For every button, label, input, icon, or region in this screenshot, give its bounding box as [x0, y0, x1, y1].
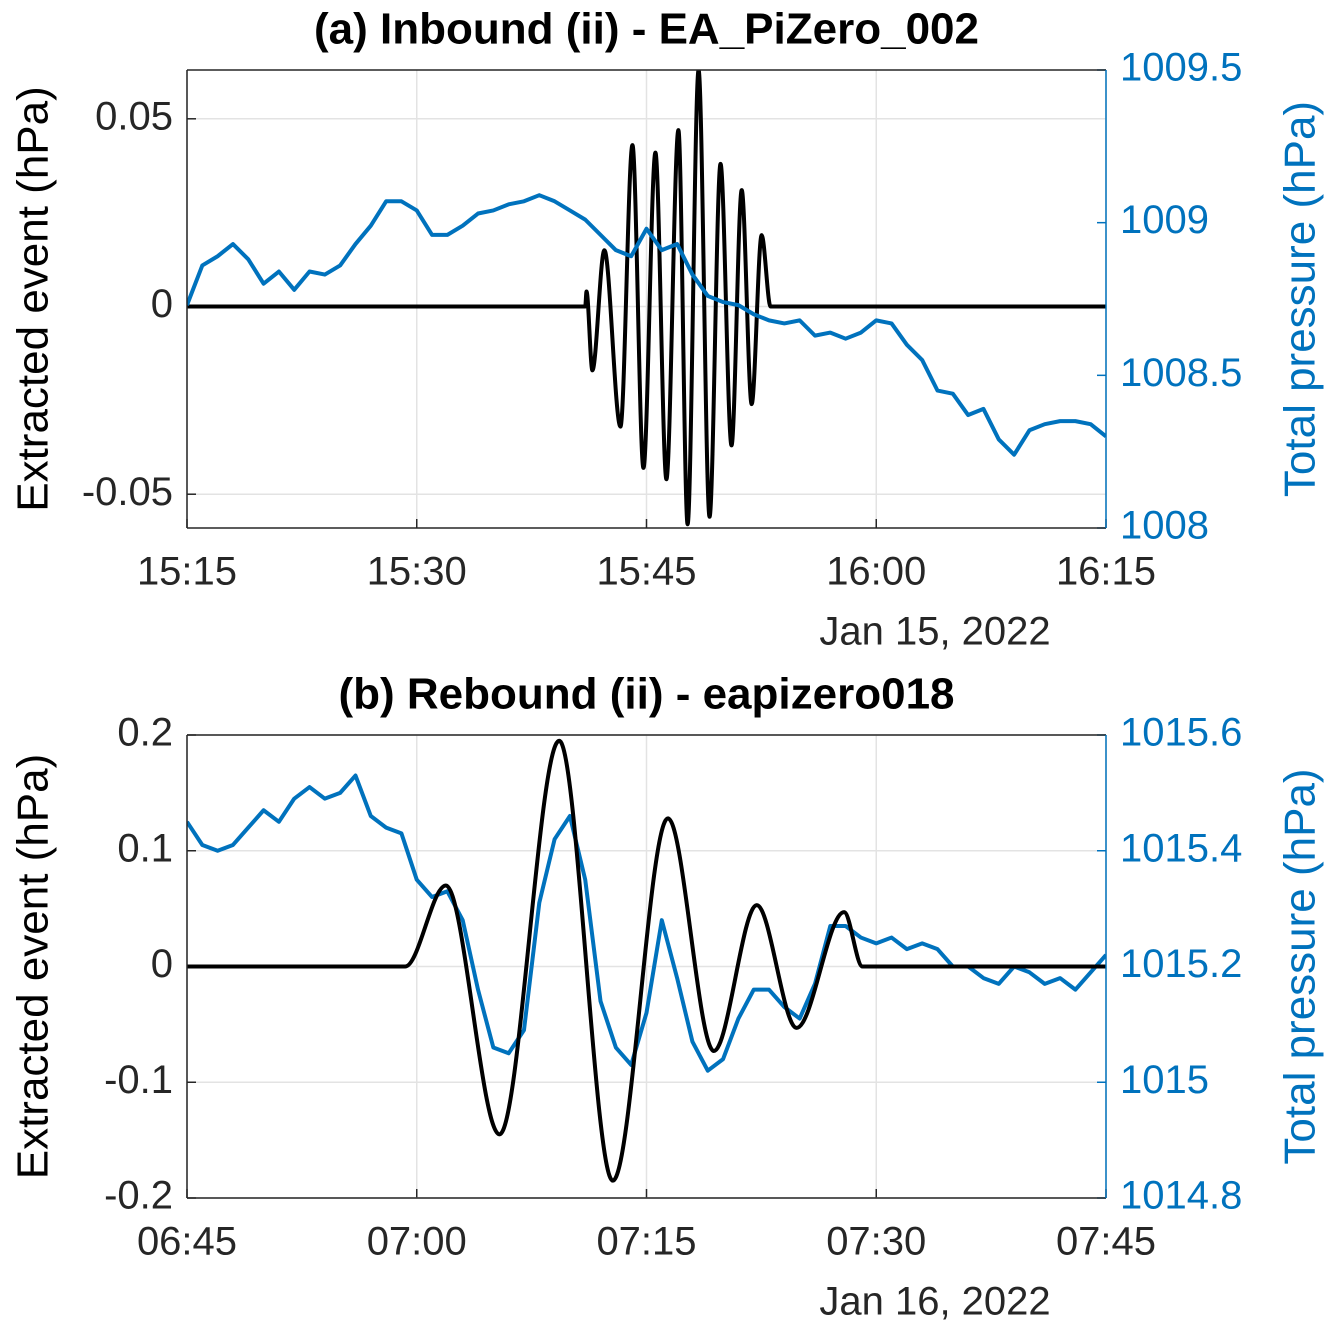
- y2-tick-label: 1015.6: [1120, 711, 1242, 755]
- y-tick-label: -0.05: [82, 470, 173, 514]
- x-date-label: Jan 15, 2022: [819, 610, 1050, 654]
- x-tick-label: 15:30: [367, 550, 467, 594]
- chart-title: (a) Inbound (ii) - EA_PiZero_002: [314, 5, 979, 54]
- y-axis-label: Extracted event (hPa): [9, 86, 58, 512]
- x-tick-label: 07:30: [826, 1220, 926, 1264]
- event-line: [187, 70, 1106, 527]
- y-tick-label: -0.1: [104, 1058, 173, 1102]
- y-tick-label: 0: [151, 282, 173, 326]
- subplot: 15:15 15:30 15:45 16:00 16:15 -0.05 0 0.05 1008 1…: [9, 5, 1325, 654]
- y-tick-label: 0.1: [117, 826, 173, 870]
- chart-title: (b) Rebound (ii) - eapizero018: [338, 670, 954, 719]
- y-axis-label: Extracted event (hPa): [9, 754, 58, 1180]
- y2-tick-label: 1008.5: [1120, 351, 1242, 395]
- x-tick-label: 16:15: [1056, 550, 1156, 594]
- y-tick-label: 0.05: [95, 94, 173, 138]
- x-tick-label: 15:15: [137, 550, 237, 594]
- y2-tick-label: 1015.4: [1120, 826, 1242, 870]
- event-line: [187, 738, 1106, 1183]
- y-tick-label: -0.2: [104, 1174, 173, 1218]
- y2-axis-label: Total pressure (hPa): [1276, 768, 1325, 1164]
- x-tick-label: 07:15: [596, 1220, 696, 1264]
- x-tick-label: 07:45: [1056, 1220, 1156, 1264]
- y2-axis-label: Total pressure (hPa): [1276, 101, 1325, 497]
- x-tick-label: 06:45: [137, 1220, 237, 1264]
- pressure-line: [187, 193, 1106, 457]
- x-tick-label: 07:00: [367, 1220, 467, 1264]
- y2-tick-label: 1015: [1120, 1058, 1209, 1102]
- subplot: 06:45 07:00 07:15 07:30 07:45 -0.2 -0.1 0 0.1 0.2…: [9, 670, 1325, 1324]
- y2-tick-label: 1009: [1120, 198, 1209, 242]
- y2-tick-label: 1008: [1120, 504, 1209, 548]
- x-date-label: Jan 16, 2022: [819, 1280, 1050, 1324]
- y2-tick-label: 1009.5: [1120, 46, 1242, 90]
- x-tick-label: 16:00: [826, 550, 926, 594]
- y2-tick-label: 1014.8: [1120, 1174, 1242, 1218]
- y2-tick-label: 1015.2: [1120, 942, 1242, 986]
- x-tick-label: 15:45: [596, 550, 696, 594]
- y-tick-label: 0: [151, 942, 173, 986]
- y-tick-label: 0.2: [117, 711, 173, 755]
